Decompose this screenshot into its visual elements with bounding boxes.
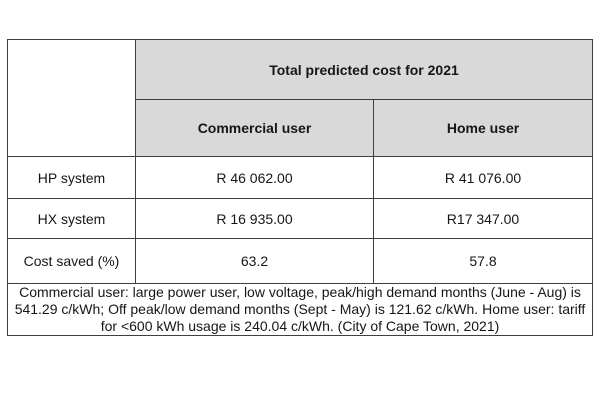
- cell-saved-commercial: 63.2: [135, 238, 374, 284]
- column-header-home: Home user: [372, 99, 594, 157]
- cell-saved-home: 57.8: [372, 238, 594, 284]
- row-label: Cost saved (%): [7, 238, 136, 284]
- table-row-hp-system: HP system R 46 062.00 R 41 076.00: [7, 156, 594, 199]
- footnote-row: Commercial user: large power user, low v…: [6, 283, 594, 336]
- predicted-cost-table: Total predicted cost for 2021 Commercial…: [6, 39, 594, 336]
- row-label: HP system: [7, 156, 136, 199]
- table-row-hx-system: HX system R 16 935.00 R17 347.00: [7, 198, 594, 239]
- cell-hx-home: R17 347.00: [372, 198, 594, 239]
- table-footnote: Commercial user: large power user, low v…: [6, 283, 594, 336]
- cell-hp-home: R 41 076.00: [372, 156, 594, 199]
- cell-hp-commercial: R 46 062.00: [135, 156, 374, 199]
- row-label: HX system: [7, 198, 136, 239]
- column-header-commercial: Commercial user: [135, 99, 374, 157]
- corner-empty-cell: [7, 39, 136, 157]
- cell-hx-commercial: R 16 935.00: [135, 198, 374, 239]
- table-title-row: Total predicted cost for 2021: [7, 39, 594, 157]
- table-title-cell: Total predicted cost for 2021: [134, 39, 594, 100]
- table-row-cost-saved: Cost saved (%) 63.2 57.8: [7, 238, 594, 284]
- column-header-row: Commercial user Home user: [8, 99, 594, 157]
